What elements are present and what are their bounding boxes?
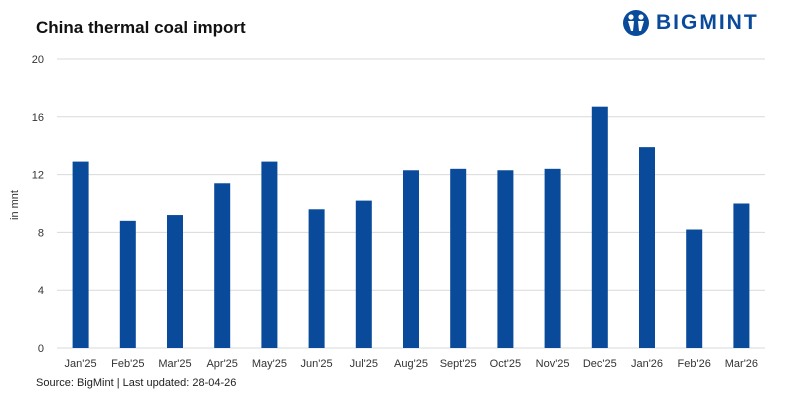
x-tick-label: Feb'25 [111, 358, 144, 370]
x-tick-label: Sept'25 [440, 358, 477, 370]
bar-Oct'25 [497, 170, 514, 348]
x-tick-label: Oct'25 [490, 358, 521, 370]
y-axis-label: in mnt [9, 190, 21, 220]
y-tick-label: 16 [32, 112, 44, 124]
y-axis-ticks: 0 4 8 12 16 20 [32, 54, 44, 355]
x-tick-label: Jan'25 [65, 358, 97, 370]
bar-May'25 [261, 161, 278, 348]
bar-Nov'25 [544, 168, 561, 348]
y-tick-label: 12 [32, 170, 44, 182]
x-tick-label: Aug'25 [394, 358, 428, 370]
y-tick-label: 0 [38, 343, 44, 355]
x-axis-ticks: Jan'25 Feb'25 Mar'25 Apr'25 May'25 Jun'25 Jul'… [65, 358, 758, 370]
bars [72, 106, 750, 348]
bar-Jan'26 [639, 147, 655, 348]
y-tick-label: 4 [38, 285, 44, 297]
x-tick-label: May'25 [252, 358, 287, 370]
x-tick-label: Jul'25 [350, 358, 378, 370]
x-tick-label: Apr'25 [206, 358, 237, 370]
bar-Jul'25 [355, 200, 372, 348]
brand-name: BIGMINT [656, 11, 759, 34]
brand-logo: BIGMINT [622, 8, 759, 38]
y-tick-label: 8 [38, 227, 44, 239]
y-tick-label: 20 [32, 54, 44, 66]
x-tick-label: Feb'26 [678, 358, 711, 370]
x-tick-label: Dec'25 [583, 358, 617, 370]
x-tick-label: Nov'25 [536, 358, 570, 370]
x-tick-label: Jan'26 [631, 358, 663, 370]
x-tick-label: Jun'25 [301, 358, 333, 370]
x-tick-label: Mar'25 [158, 358, 191, 370]
source-note: Source: BigMint | Last updated: 28-04-26 [36, 377, 237, 389]
bar-Feb'26 [686, 229, 703, 348]
bar-Feb'25 [119, 220, 136, 348]
bar-Mar'25 [167, 215, 183, 348]
bar-Apr'25 [214, 183, 231, 348]
chart-title: China thermal coal import [36, 18, 246, 37]
bar-Aug'25 [403, 170, 419, 348]
bar-Jun'25 [308, 209, 325, 348]
bar-Dec'25 [591, 106, 608, 348]
bar-Jan'25 [72, 161, 89, 348]
bar-Sept'25 [450, 168, 467, 348]
people-in-circle-icon [623, 10, 649, 36]
bar-Mar'26 [733, 203, 750, 348]
x-tick-label: Mar'26 [725, 358, 758, 370]
